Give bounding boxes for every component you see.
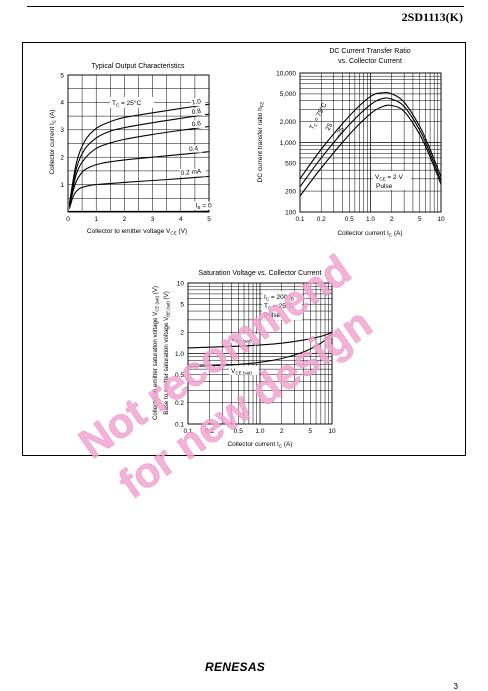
- series-line: [68, 103, 210, 204]
- label-bg: [229, 334, 259, 343]
- series-line: [187, 331, 333, 349]
- x-tick-label: 2: [390, 216, 394, 223]
- y-tick-label: 200: [285, 188, 296, 195]
- series-label-bg: [191, 120, 206, 128]
- series-label-bg: [179, 168, 206, 177]
- x-tick-label: 3: [151, 216, 155, 223]
- x-tick-label: 1.0: [255, 428, 264, 435]
- condition-pulse: Pulse: [264, 312, 281, 319]
- y-axis-label: Collector to emitter saturation voltage …: [152, 286, 160, 420]
- y-tick-label: 3: [60, 127, 64, 134]
- label-bg: [262, 291, 302, 320]
- x-tick-label: 0.1: [295, 216, 304, 223]
- x-tick-label: 5: [309, 428, 313, 435]
- series-label: 0.8: [191, 108, 201, 116]
- series-label-vce: VCE (sat): [231, 368, 252, 376]
- condition-label: TC = 25°C: [112, 99, 141, 108]
- x-axis-label: Collector to emitter voltage VCE (V): [87, 228, 187, 236]
- series-label-ib0: IB = 0: [196, 203, 212, 211]
- chart-title: Saturation Voltage vs. Collector Current: [199, 270, 322, 277]
- series-line: [68, 151, 210, 207]
- y-axis-label: DC current transfer ratio hFE: [257, 102, 265, 183]
- chart-title: DC Current Transfer Ratio: [329, 48, 410, 55]
- x-tick-label: 1.0: [366, 216, 375, 223]
- y-tick-label: 500: [285, 161, 296, 168]
- y-axis-label: Collector current IC (A): [49, 109, 57, 174]
- series-line: [68, 113, 210, 205]
- plot-frame: [187, 282, 333, 425]
- x-tick-label: 0.5: [345, 216, 354, 223]
- y-tick-label: 0.2: [175, 400, 184, 407]
- condition-label-pulse: Pulse: [376, 183, 393, 190]
- renesas-logo: RENESAS: [205, 660, 266, 674]
- x-tick-label: 1: [94, 216, 98, 223]
- x-axis-label: Collector current IC (A): [227, 441, 292, 449]
- x-tick-label: 0.2: [317, 216, 326, 223]
- series-line: [68, 175, 210, 209]
- series-line: [299, 104, 442, 197]
- y-tick-label: 2,000: [280, 119, 297, 126]
- x-tick-label: 2: [123, 216, 127, 223]
- condition-temp: TC = 25°C: [264, 302, 293, 311]
- y-tick-label: 1: [60, 182, 64, 189]
- series-label: 1.0: [191, 98, 201, 106]
- y-tick-label: 5,000: [280, 91, 297, 98]
- condition-ratio: IC = 200 IB: [264, 294, 294, 302]
- x-tick-label: 0.2: [205, 428, 214, 435]
- series-label-bg: [191, 98, 206, 107]
- plot-frame: [299, 72, 442, 213]
- condition-label: VCE = 2 V: [375, 174, 403, 182]
- y-tick-label: 0.5: [175, 372, 184, 379]
- series-line: [187, 333, 333, 368]
- series-label-vbe: VBE (sat): [231, 336, 252, 344]
- y-tick-label: 4: [60, 100, 64, 107]
- y-tick-label: 0.1: [175, 421, 184, 428]
- chart-title: Typical Output Characteristics: [92, 63, 185, 70]
- x-tick-label: 2: [280, 428, 284, 435]
- series-line: [299, 91, 442, 180]
- chart-title-line2: vs. Collector Current: [338, 58, 402, 65]
- series-line: [299, 97, 442, 188]
- y-tick-label: 100: [285, 209, 296, 216]
- figure-frame: [22, 42, 466, 456]
- series-label-bg: [188, 145, 203, 153]
- y-tick-label: 1,000: [280, 140, 297, 147]
- series-label-25: 25: [325, 122, 335, 132]
- series-label: 0.4: [189, 145, 199, 153]
- x-axis-label: Collector current IC (A): [337, 230, 402, 238]
- y-tick-label: 10,000: [276, 70, 296, 77]
- y-tick-label: 5: [60, 72, 64, 79]
- series-line: [68, 125, 210, 206]
- x-tick-label: 0.1: [183, 428, 192, 435]
- page-number: 3: [453, 682, 458, 691]
- condition-label-bg: [373, 171, 411, 190]
- x-tick-label: 5: [207, 216, 211, 223]
- label-bg: [229, 366, 259, 375]
- series-label: 0.2 mA: [180, 168, 202, 177]
- series-label-bg: [193, 201, 218, 210]
- part-number: 2SD1113(K): [401, 10, 463, 24]
- x-tick-label: 5: [418, 216, 422, 223]
- series-label-bg: [191, 108, 206, 116]
- condition-label-bg: [110, 97, 154, 108]
- y-tick-label: 2: [60, 155, 64, 162]
- header-rule: [27, 6, 464, 7]
- y-tick-label: 2: [180, 330, 184, 337]
- y-axis-label-2: Base to emitter saturation voltage VBE (…: [163, 291, 171, 415]
- x-tick-label: 4: [179, 216, 183, 223]
- x-tick-label: 0.5: [234, 428, 243, 435]
- series-label: 0.6: [191, 120, 201, 128]
- y-tick-label: 1.0: [175, 351, 184, 358]
- x-tick-label: 0: [66, 216, 70, 223]
- y-tick-label: 5: [180, 302, 184, 309]
- series-label-m25: –25: [335, 126, 346, 139]
- y-tick-label: 10: [177, 280, 185, 287]
- x-tick-label: 10: [437, 216, 445, 223]
- x-tick-label: 10: [328, 428, 336, 435]
